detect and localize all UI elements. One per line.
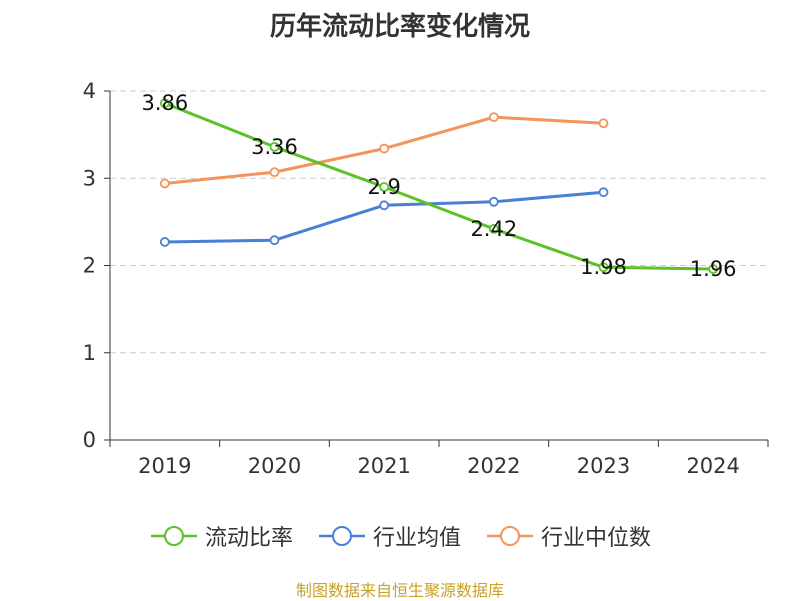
legend-label: 行业均值 xyxy=(372,526,461,551)
legend: 流动比率 行业均值 行业中位数 xyxy=(0,520,800,552)
y-tick-label: 2 xyxy=(83,254,96,278)
data-point xyxy=(488,112,499,123)
series xyxy=(159,98,719,274)
legend-line-circle-icon xyxy=(487,526,533,546)
data-label: 3.36 xyxy=(251,135,298,159)
series-line xyxy=(164,190,604,244)
legend-item[interactable]: 行业中位数 xyxy=(485,520,651,552)
data-point xyxy=(269,235,280,246)
y-tick-label: 3 xyxy=(83,166,96,190)
data-point xyxy=(598,187,609,198)
source-note: 制图数据来自恒生聚源数据库 xyxy=(295,581,504,600)
x-tick-label: 2020 xyxy=(248,454,301,478)
data-point xyxy=(379,200,390,211)
data-point xyxy=(159,98,170,109)
legend-circle xyxy=(500,526,520,546)
data-point xyxy=(488,196,499,207)
legend-line-circle-icon xyxy=(318,526,365,546)
legend-item[interactable]: 流动比率 xyxy=(149,520,293,552)
legend-circle xyxy=(163,526,184,546)
chart-title: 历年流动比率变化情况 xyxy=(269,12,530,42)
data-point xyxy=(159,237,170,247)
data-point xyxy=(269,167,280,178)
legend-label: 流动比率 xyxy=(204,526,293,551)
data-point xyxy=(379,143,390,154)
x-tick-label: 2021 xyxy=(357,454,410,478)
axes: 0 1 2 3 4 2019 2020 2021 2022 2023 2024 xyxy=(83,79,769,478)
data-label: 2.9 xyxy=(367,175,400,199)
data-point xyxy=(708,264,719,274)
series-line xyxy=(164,101,714,271)
data-point xyxy=(598,118,609,129)
x-tick-label: 2023 xyxy=(577,454,630,478)
data-point xyxy=(598,262,609,273)
y-tick-label: 0 xyxy=(83,428,96,452)
data-label: 3.86 xyxy=(141,91,188,115)
y-tick-label: 4 xyxy=(83,79,96,103)
data-point xyxy=(159,178,170,189)
y-tick-label: 1 xyxy=(83,341,96,365)
data-label: 2.42 xyxy=(470,217,517,241)
data-label: 1.98 xyxy=(580,255,627,279)
legend-line-circle-icon xyxy=(150,526,197,546)
grid-lines xyxy=(110,90,768,354)
data-point xyxy=(488,223,499,234)
data-point xyxy=(269,141,280,152)
data-point xyxy=(379,182,390,192)
legend-label: 行业中位数 xyxy=(541,526,652,551)
legend-circle xyxy=(331,526,352,546)
data-labels: 3.86 3.36 2.9 2.42 1.98 1.96 xyxy=(141,91,736,281)
data-label: 1.96 xyxy=(690,257,737,281)
x-tick-label: 2019 xyxy=(138,454,191,478)
x-tick-label: 2022 xyxy=(467,454,520,478)
line-chart: 0 1 2 3 4 2019 2020 2021 2022 2023 2024 3.86 3.36 2.… xyxy=(83,79,769,478)
legend-item[interactable]: 行业均值 xyxy=(317,520,461,552)
x-tick-label: 2024 xyxy=(686,454,739,478)
